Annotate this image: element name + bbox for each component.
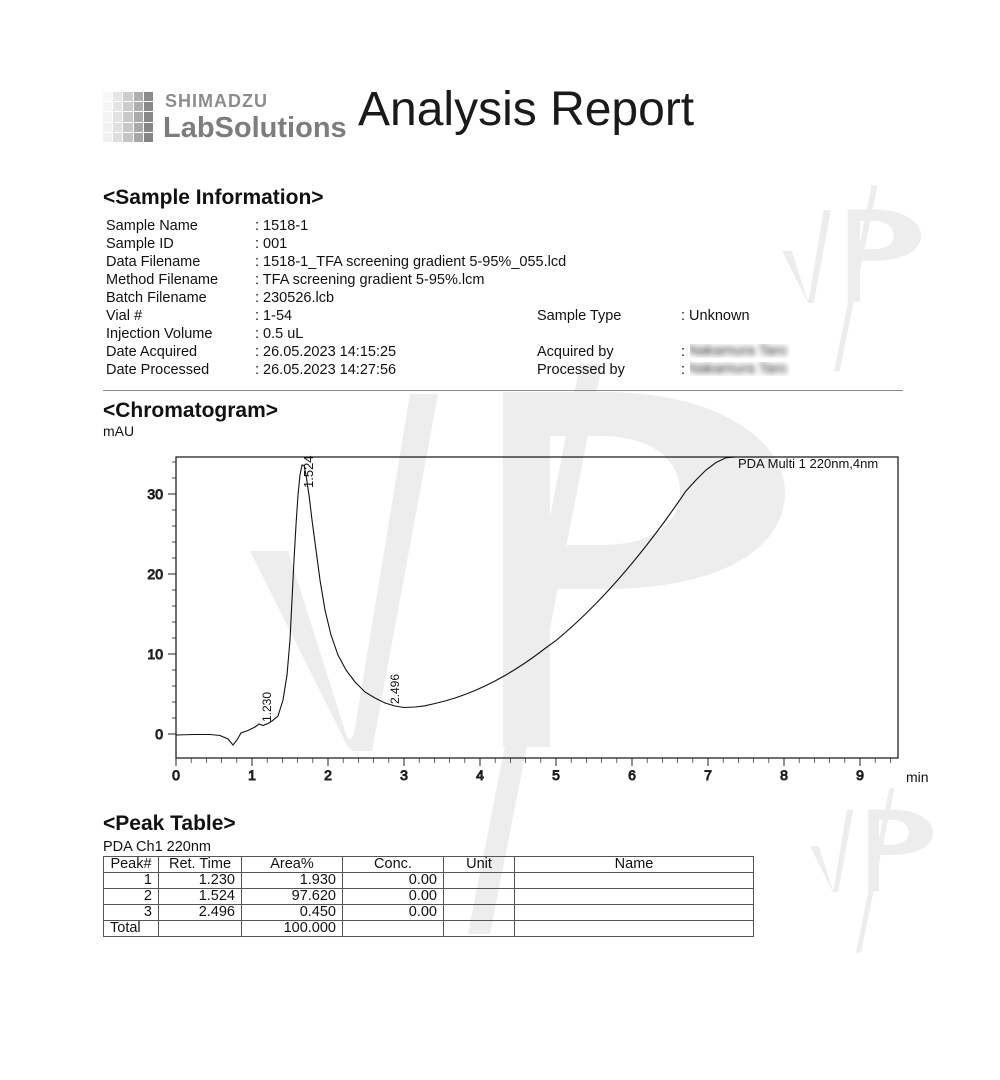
svg-text:0: 0 [172,767,180,783]
svg-text:min: min [906,769,929,785]
svg-text:2: 2 [324,767,332,783]
svg-text:5: 5 [552,767,560,783]
svg-text:20: 20 [147,566,163,582]
svg-text:4: 4 [476,767,484,783]
svg-text:6: 6 [628,767,636,783]
svg-text:0: 0 [155,726,163,742]
svg-text:3: 3 [400,767,408,783]
svg-text:30: 30 [147,486,163,502]
svg-text:8: 8 [780,767,788,783]
svg-text:PDA Multi 1 220nm,4nm: PDA Multi 1 220nm,4nm [738,456,878,471]
svg-text:1.230: 1.230 [260,692,274,722]
svg-text:1.524: 1.524 [301,455,316,488]
svg-text:2.496: 2.496 [388,674,402,704]
svg-text:9: 9 [856,767,864,783]
svg-text:7: 7 [704,767,712,783]
svg-text:10: 10 [147,646,163,662]
svg-text:1: 1 [248,767,256,783]
